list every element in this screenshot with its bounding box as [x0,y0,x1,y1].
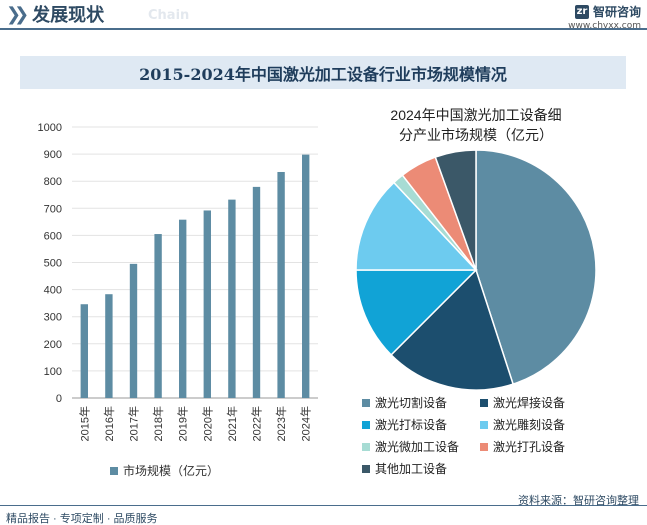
pie-slice [355,269,478,356]
pie-legend-swatch [362,442,370,451]
y-tick-label: 200 [44,339,62,351]
x-tick-label: 2024年 [299,406,313,441]
footer-tagline: 精品报告 · 专项定制 · 品质服务 [6,513,158,525]
pie-slice [355,181,478,271]
pie-slice [390,268,515,391]
pie-legend-label: 激光雕刻设备 [493,418,566,432]
pie-legend-label: 激光焊接设备 [493,396,566,410]
pie-legend-label: 激光打标设备 [375,418,448,432]
x-tick-label: 2016年 [102,406,116,441]
pie-legend-item: 激光打孔设备 [480,438,565,455]
x-tick-label: 2022年 [250,406,264,441]
chart-title-banner: 2015-2024年中国激光加工设备行业市场规模情况 [20,56,626,89]
bar [277,171,285,398]
y-tick-label: 700 [44,203,62,215]
bar [105,294,113,398]
pie-legend-swatch [362,398,370,407]
pie-legend-item: 激光微加工设备 [362,438,459,455]
bar [302,154,310,398]
bar-legend-swatch [110,466,118,475]
pie-legend-swatch [480,420,488,429]
bar [129,263,138,398]
brand-logo-icon: zr [574,4,589,19]
data-source: 资料来源：智研咨询整理 [518,495,639,507]
pie-slice [434,149,477,271]
pie-legend-item: 其他加工设备 [362,460,447,477]
x-tick-label: 2018年 [151,406,165,441]
pie-legend-swatch [480,442,488,451]
pie-legend-label: 激光打孔设备 [493,440,566,454]
pie-legend-item: 激光切割设备 [362,394,447,411]
bar-legend-label: 市场规模（亿元） [123,464,220,478]
bar [179,219,187,398]
brand: zr 智研咨询 www.chyxx.com [568,3,641,31]
pie-legend-item: 激光雕刻设备 [480,416,565,433]
header-divider [0,28,647,30]
y-tick-label: 600 [44,230,62,242]
pie-title-line: 分产业市场规模（亿元） [399,127,553,143]
y-tick-label: 0 [56,393,62,405]
bar [154,234,162,398]
pie-title-line: 2024年中国激光加工设备细 [390,107,561,123]
x-tick-label: 2021年 [225,406,239,441]
pie-legend-swatch [362,464,370,473]
page-header: ❯❯ 发展现状 Chain zr 智研咨询 www.chyxx.com [0,0,647,38]
pie-legend-swatch [480,398,488,407]
pie-legend-label: 其他加工设备 [375,462,448,476]
pie-legend-swatch [362,420,370,429]
chart-title: 2015-2024年中国激光加工设备行业市场规模情况 [139,64,507,84]
pie-legend-item: 激光打标设备 [362,416,447,433]
pie-legend-label: 激光切割设备 [375,396,448,410]
footer-divider [0,505,647,506]
x-tick-label: 2015年 [77,406,91,441]
y-tick-label: 100 [44,366,62,378]
header-subtitle-en: Chain [148,8,190,23]
y-tick-label: 400 [44,285,62,297]
bar [252,186,261,398]
y-tick-label: 300 [44,312,62,324]
bar [228,199,236,398]
bar [80,304,88,398]
x-tick-label: 2020年 [200,406,214,441]
bar-legend: 市场规模（亿元） [110,462,219,479]
header-left: ❯❯ 发展现状 [6,3,105,27]
y-tick-label: 1000 [38,122,62,134]
brand-url: www.chyxx.com [568,21,641,31]
y-tick-label: 500 [44,258,62,270]
pie-legend-item: 激光焊接设备 [480,394,565,411]
x-tick-label: 2019年 [176,406,190,441]
pie-slice [475,149,597,386]
bar [203,210,211,398]
brand-name: 智研咨询 [592,5,641,19]
pie-legend-label: 激光微加工设备 [375,440,460,454]
x-tick-label: 2017年 [127,406,141,441]
page-title: 发展现状 [32,5,105,26]
x-tick-label: 2023年 [274,406,288,441]
y-tick-label: 900 [44,149,62,161]
y-tick-label: 800 [44,176,62,188]
